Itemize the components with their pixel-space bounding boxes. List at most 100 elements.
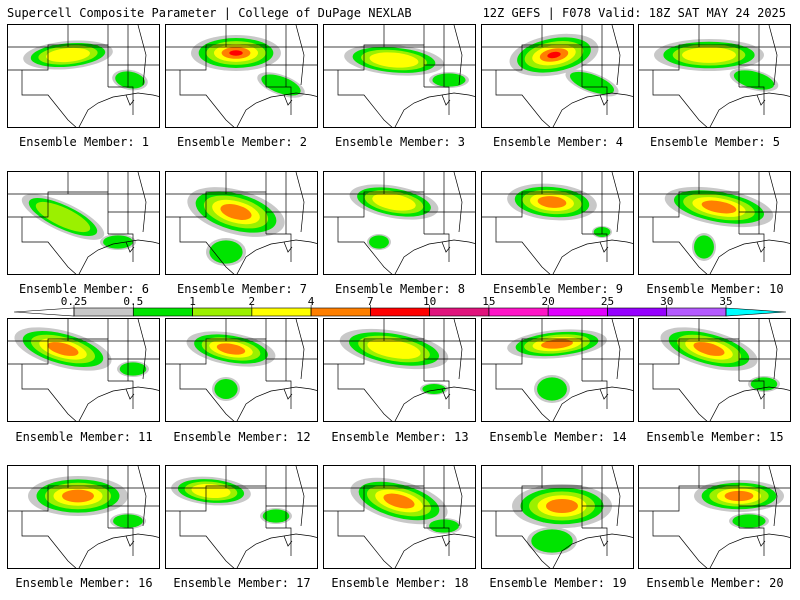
ensemble-member-map (7, 318, 160, 422)
colorbar-tick-label: 0.25 (61, 295, 88, 308)
scp-contour-fill (372, 193, 416, 211)
scp-contour-fill (383, 493, 415, 509)
map-title: Supercell Composite Parameter | College … (7, 6, 412, 20)
map-canvas (8, 319, 159, 421)
ensemble-member-map (165, 171, 318, 275)
model-valid-time: 12Z GEFS | F078 Valid: 18Z SAT MAY 24 20… (482, 6, 786, 20)
map-canvas (8, 25, 159, 127)
map-canvas (639, 319, 790, 421)
scp-contour-fill (220, 204, 252, 220)
state-boundaries (166, 466, 317, 568)
colorbar: 0.25 0.5 1 2 4 7 10 15 20 25 30 35 (13, 295, 787, 317)
colorbar-bin (251, 307, 312, 317)
scp-contour-fill (547, 51, 561, 59)
state-boundaries (166, 172, 317, 274)
scp-contour-fill (537, 377, 567, 401)
ensemble-member-caption: Ensemble Member: 9 (492, 282, 624, 296)
state-boundaries (166, 319, 317, 421)
colorbar-bin (488, 307, 549, 317)
ensemble-member-map (481, 171, 634, 275)
map-canvas (324, 319, 475, 421)
state-boundaries (639, 466, 790, 568)
colorbar-bin (547, 307, 608, 317)
scp-contour-fill (682, 47, 736, 63)
ensemble-member-map (165, 465, 318, 569)
ensemble-member-map (481, 24, 634, 128)
scp-contour-fill (209, 240, 243, 264)
colorbar-bin (192, 307, 253, 317)
state-boundaries (482, 466, 633, 568)
ensemble-member-map (481, 318, 634, 422)
scp-contour-fill (35, 201, 91, 233)
ensemble-member-caption: Ensemble Member: 6 (18, 282, 150, 296)
ensemble-member-map (7, 171, 160, 275)
map-canvas (324, 172, 475, 274)
colorbar-bin (370, 307, 430, 317)
map-canvas (166, 25, 317, 127)
scp-contour-fill (537, 196, 567, 208)
map-canvas (482, 466, 633, 568)
scp-contour-fill (367, 339, 421, 359)
scp-contour-fill (432, 73, 466, 87)
ensemble-member-caption: Ensemble Member: 18 (331, 576, 469, 590)
ensemble-member-map (323, 465, 476, 569)
colorbar-bin (132, 307, 193, 317)
map-canvas (166, 466, 317, 568)
ensemble-member-map (165, 24, 318, 128)
scp-contour-fill (694, 235, 714, 259)
scp-contour-fill (701, 200, 737, 214)
ensemble-member-map (323, 318, 476, 422)
state-boundaries (639, 172, 790, 274)
scp-contour-fill (546, 498, 578, 514)
map-canvas (166, 319, 317, 421)
ensemble-member-caption: Ensemble Member: 20 (646, 576, 784, 590)
colorbar-tick-label: 20 (542, 295, 555, 308)
colorbar-tick-label: 30 (660, 295, 673, 308)
state-boundaries (639, 25, 790, 127)
ensemble-member-caption: Ensemble Member: 11 (15, 430, 153, 444)
scp-contour-fill (733, 70, 775, 90)
state-boundaries (8, 25, 159, 127)
scp-contour-fill (119, 362, 147, 376)
ensemble-member-caption: Ensemble Member: 16 (15, 576, 153, 590)
scp-contour-fill (46, 47, 90, 63)
ensemble-member-map (323, 24, 476, 128)
map-canvas (639, 466, 790, 568)
map-canvas (639, 172, 790, 274)
map-canvas (639, 25, 790, 127)
map-canvas (482, 319, 633, 421)
state-boundaries (8, 466, 159, 568)
colorbar-tick-label: 4 (308, 295, 315, 308)
ensemble-member-map (481, 465, 634, 569)
ensemble-member-caption: Ensemble Member: 3 (334, 135, 466, 149)
state-boundaries (482, 172, 633, 274)
ensemble-member-caption: Ensemble Member: 12 (173, 430, 311, 444)
scp-contour-fill (732, 514, 766, 528)
state-boundaries (482, 319, 633, 421)
colorbar-bin (725, 307, 787, 317)
colorbar-tick-label: 1 (189, 295, 196, 308)
scp-contour-fill (62, 489, 94, 503)
colorbar-tick-label: 15 (482, 295, 495, 308)
colorbar-tick-label: 35 (719, 295, 732, 308)
scp-contour-fill (262, 509, 290, 523)
scp-contour-fill (369, 52, 419, 68)
ensemble-member-caption: Ensemble Member: 19 (489, 576, 627, 590)
scp-contour-fill (191, 483, 231, 499)
colorbar-tick-label: 10 (423, 295, 436, 308)
colorbar-lower-arrow (13, 307, 75, 317)
map-canvas (324, 466, 475, 568)
state-boundaries (8, 319, 159, 421)
colorbar-bin (310, 307, 371, 317)
scp-contour-fill (103, 235, 133, 249)
scp-contour-fill (214, 379, 238, 399)
map-canvas (324, 25, 475, 127)
ensemble-member-map (323, 171, 476, 275)
state-boundaries (324, 466, 475, 568)
scp-contour-fill (531, 529, 573, 553)
ensemble-member-map (638, 171, 791, 275)
colorbar-bin (666, 307, 727, 317)
map-canvas (482, 172, 633, 274)
colorbar-tick-label: 2 (249, 295, 256, 308)
scp-contour-fill (115, 71, 145, 89)
